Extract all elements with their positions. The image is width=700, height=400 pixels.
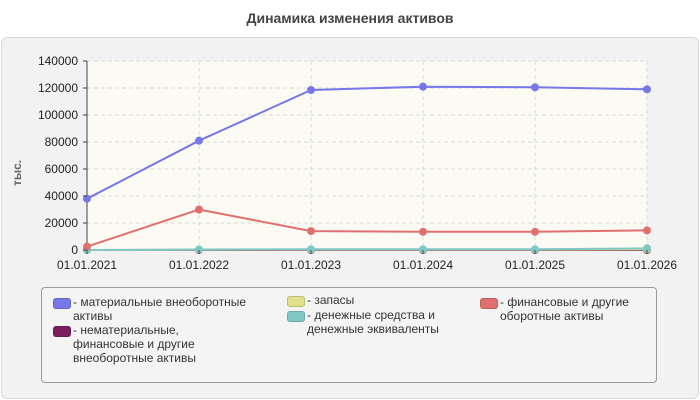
legend-label: - финансовые и другие оборотные активы	[500, 295, 629, 323]
x-tick-label: 01.01.2024	[393, 258, 453, 272]
legend-label: - нематериальные, финансовые и другие вн…	[73, 323, 196, 365]
legend-item-intangible-assets[interactable]: - нематериальные, финансовые и другие вн…	[53, 323, 253, 365]
legend-swatch	[53, 326, 71, 337]
legend-item-cash[interactable]: - денежные средства и денежные эквивален…	[287, 308, 477, 336]
x-tick-label: 01.01.2023	[281, 258, 341, 272]
data-point	[531, 227, 539, 236]
chart-title: Динамика изменения активов	[246, 10, 454, 26]
plot-area	[87, 61, 647, 250]
y-tick-label: 20000	[45, 216, 79, 230]
y-tick-label: 140000	[38, 54, 78, 68]
legend-item-tangible-assets[interactable]: - материальные внеоборотные активы	[53, 295, 273, 323]
y-axis-label: тыс.	[10, 159, 24, 186]
data-point	[643, 226, 651, 235]
data-point	[195, 136, 203, 145]
y-tick-label: 120000	[38, 81, 78, 95]
x-tick-label: 01.01.2022	[169, 258, 229, 272]
data-point	[643, 85, 651, 94]
legend-label: - запасы	[307, 293, 355, 307]
legend-label: - денежные средства и денежные эквивален…	[307, 308, 439, 336]
y-tick-label: 80000	[45, 135, 79, 149]
data-point	[83, 242, 91, 251]
series-line	[86, 85, 648, 200]
y-tick-label: 60000	[45, 162, 79, 176]
y-tick-label: 40000	[45, 189, 79, 203]
data-point	[307, 86, 315, 95]
legend-swatch	[287, 311, 305, 322]
x-tick-label: 01.01.2021	[57, 258, 117, 272]
legend-label: - материальные внеоборотные активы	[73, 295, 246, 323]
legend-swatch	[53, 298, 71, 309]
data-point	[419, 227, 427, 236]
series-line	[86, 247, 648, 251]
data-point	[419, 82, 427, 91]
legend-swatch	[480, 298, 498, 309]
legend-swatch	[287, 296, 305, 307]
legend-item-financial-assets[interactable]: - финансовые и другие оборотные активы	[480, 295, 650, 323]
data-point	[83, 194, 91, 203]
x-tick-label: 01.01.2025	[505, 258, 565, 272]
x-tick-label: 01.01.2026	[617, 258, 677, 272]
y-tick-label: 100000	[38, 108, 78, 122]
series-line	[86, 208, 648, 248]
legend-item-inventories[interactable]: - запасы	[287, 293, 467, 307]
y-tick-label: 0	[71, 243, 78, 257]
data-point	[531, 83, 539, 92]
chart-legend: - материальные внеоборотные активы - нем…	[41, 287, 657, 383]
data-point	[195, 205, 203, 214]
data-point	[307, 227, 315, 236]
